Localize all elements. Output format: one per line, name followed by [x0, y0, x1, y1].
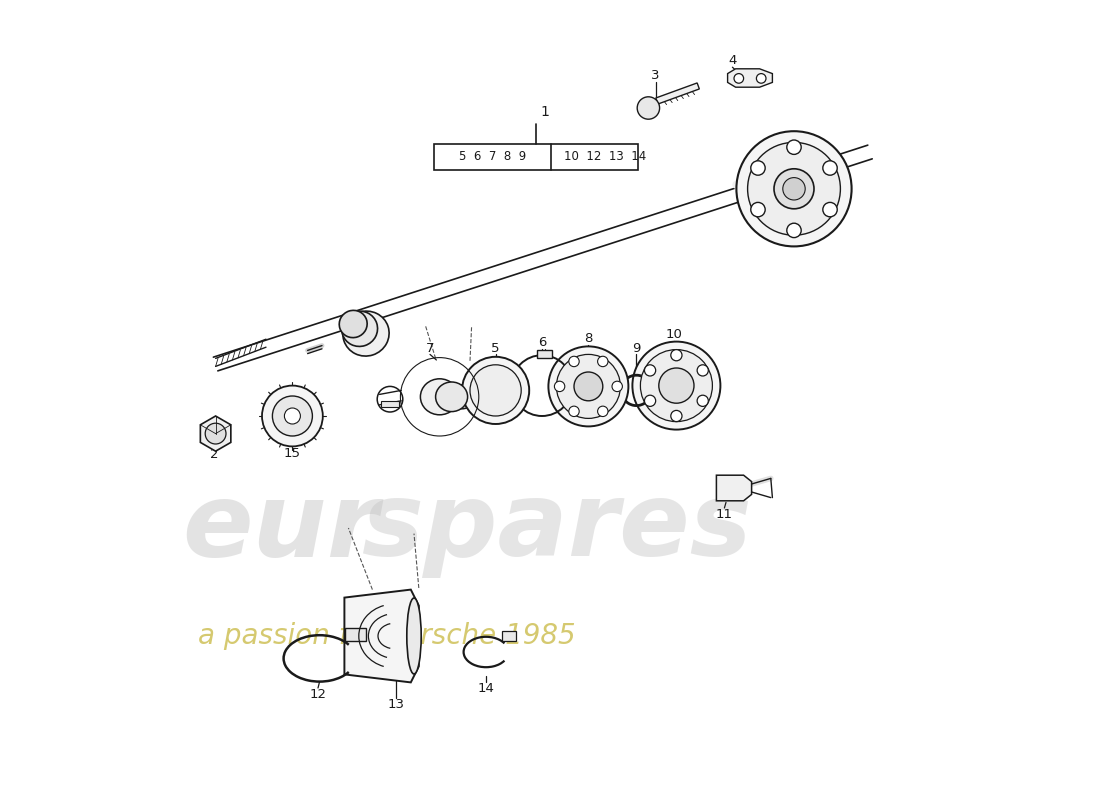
Ellipse shape — [449, 385, 475, 409]
Circle shape — [786, 223, 801, 238]
Ellipse shape — [343, 311, 389, 356]
Circle shape — [597, 406, 608, 417]
Ellipse shape — [339, 310, 367, 338]
Circle shape — [671, 410, 682, 422]
Circle shape — [645, 365, 656, 376]
Text: 14: 14 — [477, 682, 494, 694]
Circle shape — [640, 350, 713, 422]
Text: 9: 9 — [632, 342, 640, 354]
Polygon shape — [656, 83, 700, 104]
Circle shape — [757, 74, 766, 83]
Bar — [537, 350, 551, 358]
Circle shape — [262, 386, 322, 446]
Text: 3: 3 — [651, 69, 660, 82]
Circle shape — [736, 131, 851, 246]
Circle shape — [783, 178, 805, 200]
Circle shape — [554, 381, 564, 391]
Text: 6: 6 — [538, 336, 547, 349]
Circle shape — [637, 97, 660, 119]
Circle shape — [597, 356, 608, 366]
Text: 4: 4 — [728, 54, 737, 67]
Bar — [345, 628, 366, 641]
Circle shape — [549, 346, 628, 426]
Bar — [434, 144, 638, 170]
Circle shape — [748, 142, 840, 235]
Text: 7: 7 — [426, 342, 434, 354]
Text: 1: 1 — [540, 105, 549, 119]
Text: 8: 8 — [584, 332, 593, 345]
Text: 5: 5 — [492, 342, 499, 354]
Circle shape — [751, 202, 766, 217]
Circle shape — [206, 423, 225, 444]
Circle shape — [774, 169, 814, 209]
Circle shape — [697, 365, 708, 376]
Circle shape — [734, 74, 744, 83]
Circle shape — [470, 365, 521, 416]
Polygon shape — [344, 590, 419, 682]
Text: a passion for porsche 1985: a passion for porsche 1985 — [198, 622, 575, 650]
Text: 11: 11 — [716, 508, 733, 521]
Circle shape — [751, 161, 766, 175]
Bar — [502, 631, 516, 641]
Polygon shape — [727, 69, 772, 87]
Circle shape — [659, 368, 694, 403]
Text: 10  12  13  14: 10 12 13 14 — [564, 150, 647, 163]
Circle shape — [273, 396, 312, 436]
Circle shape — [697, 395, 708, 406]
Text: 13: 13 — [388, 698, 405, 710]
Text: 12: 12 — [309, 688, 327, 701]
Text: 2: 2 — [210, 448, 218, 461]
Circle shape — [612, 381, 623, 391]
Bar — [382, 401, 399, 407]
Text: 10: 10 — [666, 328, 682, 341]
Ellipse shape — [436, 382, 468, 411]
Circle shape — [823, 161, 837, 175]
Ellipse shape — [420, 379, 459, 414]
Text: 15: 15 — [284, 447, 301, 460]
Text: 5  6  7  8  9: 5 6 7 8 9 — [459, 150, 526, 163]
Circle shape — [569, 356, 580, 366]
Polygon shape — [716, 475, 751, 501]
Ellipse shape — [407, 598, 421, 674]
Circle shape — [574, 372, 603, 401]
Text: eur: eur — [182, 478, 378, 578]
Circle shape — [786, 140, 801, 154]
Circle shape — [569, 406, 580, 417]
Polygon shape — [200, 416, 231, 451]
Circle shape — [645, 395, 656, 406]
Text: spares: spares — [362, 478, 752, 578]
Circle shape — [632, 342, 721, 430]
Circle shape — [823, 202, 837, 217]
Ellipse shape — [461, 388, 480, 406]
Ellipse shape — [342, 311, 377, 346]
Circle shape — [557, 354, 620, 418]
Circle shape — [285, 408, 300, 424]
Circle shape — [462, 357, 529, 424]
Circle shape — [671, 350, 682, 361]
